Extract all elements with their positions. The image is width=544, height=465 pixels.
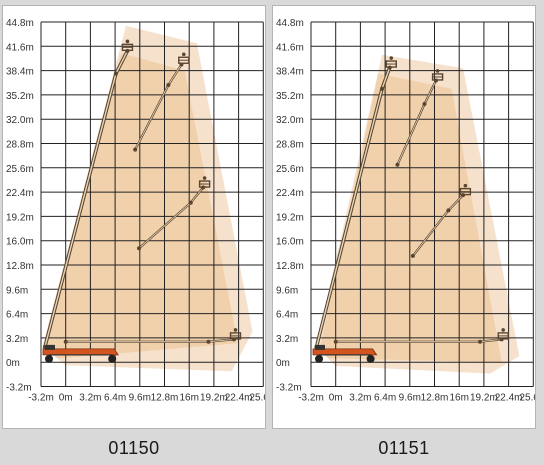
y-tick-label: 19.2m	[6, 212, 34, 223]
y-tick-label: 44.8m	[276, 18, 304, 29]
boom-joint	[395, 162, 400, 167]
boom-joint	[410, 253, 415, 258]
machine-chassis	[312, 348, 378, 356]
y-tick-label: 35.2m	[276, 91, 304, 102]
x-tick-label: 16m	[449, 393, 468, 404]
boom-position-1	[314, 56, 397, 350]
y-tick-label: 22.4m	[276, 188, 304, 199]
y-tick-label: 6.4m	[276, 310, 298, 321]
boom-lift-machine-icon	[312, 344, 378, 363]
x-tick-label: 6.4m	[104, 393, 126, 404]
y-tick-label: 35.2m	[6, 91, 34, 102]
y-tick-label: 38.4m	[276, 67, 304, 78]
y-tick-label: 12.8m	[6, 261, 34, 272]
x-tick-label: 3.2m	[79, 393, 101, 404]
chart-panel-01150: 44.8m 41.6m 38.4m 35.2m 32.0m 28.8m 25.6m 22.4m…	[2, 5, 266, 429]
boom-joint	[478, 339, 483, 344]
model-caption-right: 01151	[378, 438, 430, 458]
chart-panel-01151: 44.8m 41.6m 38.4m 35.2m 32.0m 28.8m 25.6m 22.4m…	[272, 5, 536, 429]
y-tick-label: 12.8m	[276, 261, 304, 272]
y-tick-label: 3.2m	[276, 334, 298, 345]
boom-joint	[446, 208, 451, 213]
y-tick-label: 38.4m	[6, 67, 34, 78]
y-tick-label: 16.0m	[276, 237, 304, 248]
boom-lift-machine-icon	[42, 344, 119, 363]
y-tick-label: 32.0m	[6, 115, 34, 126]
y-tick-label: 32.0m	[276, 115, 304, 126]
reach-diagram-01151: 44.8m41.6m38.4m35.2m32.0m28.8m25.6m22.4m…	[276, 18, 535, 404]
x-tick-label: -3.2m	[28, 393, 54, 404]
machine-wheel	[366, 354, 375, 363]
x-tick-label: 0m	[59, 393, 73, 404]
y-tick-label: 41.6m	[6, 42, 34, 53]
boom-joint	[188, 200, 193, 205]
boom-joint	[333, 339, 338, 344]
platform-basket-icon	[178, 52, 190, 64]
platform-basket-icon	[198, 176, 211, 188]
x-tick-label: 9.6m	[129, 393, 151, 404]
platform-basket-icon	[431, 69, 444, 81]
y-tick-label: 9.6m	[276, 285, 298, 296]
boom-position-3	[137, 176, 211, 251]
y-tick-label: 28.8m	[276, 140, 304, 151]
model-caption-left: 01150	[108, 438, 160, 458]
reach-envelope-inner	[320, 73, 502, 363]
y-tick-label: 0m	[276, 358, 290, 369]
y-tick-label: 22.4m	[6, 188, 34, 199]
y-tick-label: 3.2m	[6, 334, 28, 345]
boom-joint	[113, 71, 118, 76]
y-tick-label: -3.2m	[276, 383, 302, 394]
boom-joint	[137, 246, 142, 251]
y-tick-label: 0m	[6, 358, 20, 369]
x-tick-label: 25.6m	[249, 393, 265, 404]
x-tick-label: 25.6m	[519, 393, 535, 404]
boom-joint	[206, 339, 211, 344]
machine-turntable	[45, 344, 55, 350]
machine-wheel	[315, 354, 323, 363]
platform-basket-icon	[121, 39, 134, 52]
boom-joint	[63, 339, 68, 344]
boom-joint	[422, 102, 427, 107]
x-tick-label: -3.2m	[298, 393, 324, 404]
boom-joint	[166, 83, 171, 88]
boom-position-2	[133, 52, 190, 152]
x-tick-label: 0m	[329, 393, 343, 404]
x-tick-label: 12.8m	[421, 393, 449, 404]
y-tick-label: 19.2m	[276, 212, 304, 223]
boom-position-4	[333, 328, 509, 344]
y-tick-label: 9.6m	[6, 285, 28, 296]
reach-envelope-inner	[46, 53, 238, 359]
boom-joint	[380, 86, 385, 91]
boom-position-3	[410, 183, 472, 258]
x-tick-label: 22.4m	[495, 393, 523, 404]
machine-turntable	[315, 344, 325, 350]
platform-basket-icon	[497, 328, 509, 340]
reach-diagram-01150: 44.8m41.6m38.4m35.2m32.0m28.8m25.6m22.4m…	[6, 18, 265, 404]
x-tick-label: 22.4m	[225, 393, 253, 404]
x-tick-label: 19.2m	[470, 393, 498, 404]
y-tick-label: 25.6m	[276, 164, 304, 175]
y-tick-label: 41.6m	[276, 42, 304, 53]
x-tick-label: 12.8m	[151, 393, 179, 404]
x-tick-label: 16m	[179, 393, 198, 404]
y-tick-label: 44.8m	[6, 18, 34, 29]
y-tick-label: 16.0m	[6, 237, 34, 248]
boom-position-4	[63, 328, 242, 344]
x-tick-label: 3.2m	[349, 393, 371, 404]
x-tick-label: 19.2m	[200, 393, 228, 404]
machine-wheel	[45, 354, 53, 363]
y-tick-label: -3.2m	[6, 383, 32, 394]
x-tick-label: 9.6m	[399, 393, 421, 404]
platform-basket-icon	[385, 56, 397, 68]
x-tick-label: 6.4m	[374, 393, 396, 404]
y-tick-label: 6.4m	[6, 310, 28, 321]
machine-wheel	[108, 354, 117, 363]
boom-position-2	[395, 69, 444, 167]
platform-basket-icon	[459, 183, 472, 196]
machine-chassis	[42, 348, 119, 356]
platform-basket-icon	[229, 328, 242, 340]
y-tick-label: 25.6m	[6, 164, 34, 175]
y-tick-label: 28.8m	[6, 140, 34, 151]
boom-joint	[133, 147, 138, 152]
